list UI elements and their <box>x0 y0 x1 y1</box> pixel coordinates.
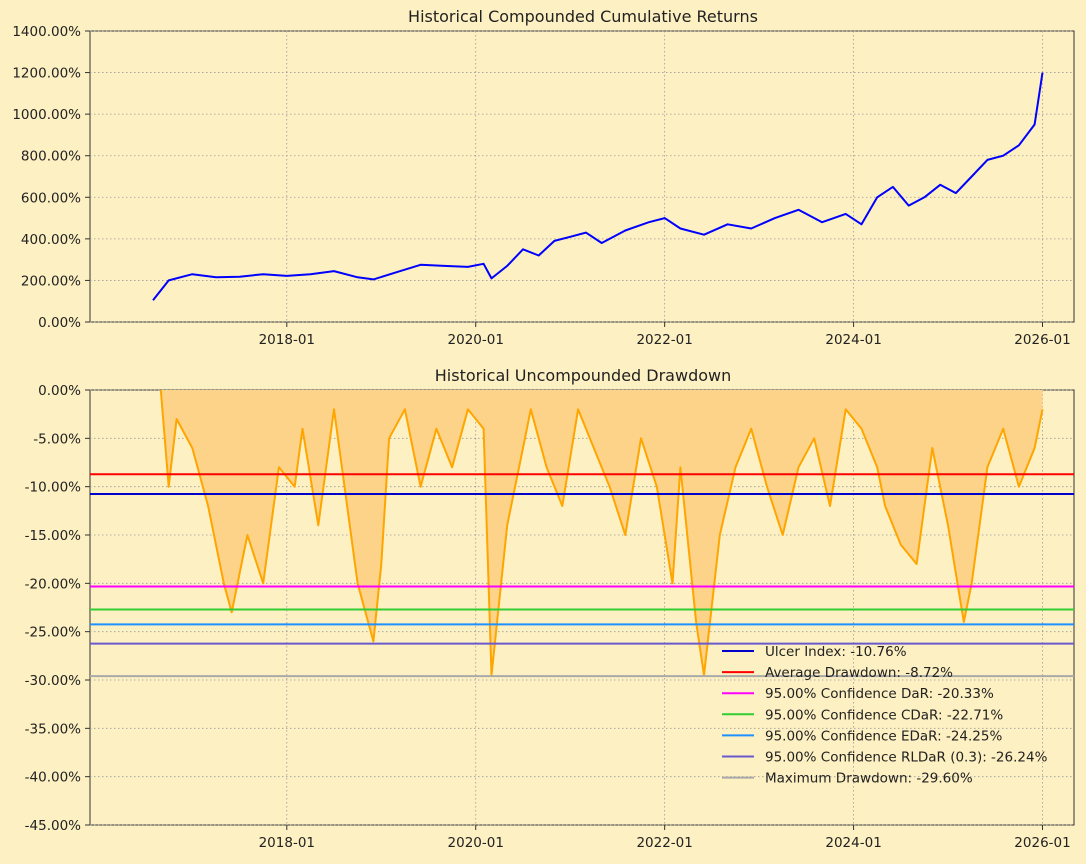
y-tick-label: 0.00% <box>38 383 81 399</box>
plot-area <box>89 30 1075 323</box>
legend-label: Maximum Drawdown: -29.60% <box>765 771 973 787</box>
drawdown-fill <box>160 390 1043 676</box>
y-tick-label: 1400.00% <box>12 24 81 40</box>
y-tick-label: 1200.00% <box>12 66 81 82</box>
legend: Ulcer Index: -10.76% Average Drawdown: -8… <box>722 644 1048 787</box>
drawdown-chart: Historical Uncompounded Drawdown 0.00% -5… <box>25 366 1075 851</box>
y-tick-label: -35.00% <box>25 721 82 737</box>
x-tick-label: 2026-01 <box>1014 332 1070 348</box>
y-tick-label: 1000.00% <box>12 107 81 123</box>
y-tick-label: -45.00% <box>25 818 82 834</box>
cumulative-returns-line <box>152 72 1044 301</box>
x-tick-label: 2022-01 <box>636 332 692 348</box>
y-tick-label: -30.00% <box>25 673 82 689</box>
x-tick-label: 2024-01 <box>825 332 881 348</box>
cumulative-returns-chart: Historical Compounded Cumulative Returns… <box>12 7 1075 348</box>
y-tick-label: -40.00% <box>25 770 82 786</box>
chart-title: Historical Uncompounded Drawdown <box>435 366 731 385</box>
y-tick-label: -25.00% <box>25 625 82 641</box>
legend-label: 95.00% Confidence CDaR: -22.71% <box>765 707 1003 723</box>
legend-label: 95.00% Confidence DaR: -20.33% <box>765 686 994 702</box>
y-tick-label: 800.00% <box>21 149 81 165</box>
x-tick-label: 2020-01 <box>448 835 504 851</box>
x-tick-label: 2018-01 <box>259 332 315 348</box>
y-tick-label: -15.00% <box>25 528 82 544</box>
legend-label: 95.00% Confidence EDaR: -24.25% <box>765 728 1002 744</box>
y-tick-label: -5.00% <box>33 431 81 447</box>
drawdown-line <box>159 389 1044 677</box>
y-tick-label: -20.00% <box>25 576 82 592</box>
y-tick-label: 0.00% <box>38 315 81 331</box>
y-tick-label: -10.00% <box>25 480 82 496</box>
x-tick-label: 2024-01 <box>825 835 881 851</box>
y-tick-label: 400.00% <box>21 232 81 248</box>
legend-label: 95.00% Confidence RLDaR (0.3): -26.24% <box>765 750 1048 766</box>
x-tick-label: 2018-01 <box>259 835 315 851</box>
x-tick-label: 2026-01 <box>1014 835 1070 851</box>
x-tick-label: 2022-01 <box>636 835 692 851</box>
chart-title: Historical Compounded Cumulative Returns <box>408 7 758 26</box>
legend-label: Ulcer Index: -10.76% <box>765 644 907 660</box>
legend-label: Average Drawdown: -8.72% <box>765 665 953 681</box>
y-tick-label: 200.00% <box>21 273 81 289</box>
y-tick-label: 600.00% <box>21 190 81 206</box>
x-tick-label: 2020-01 <box>448 332 504 348</box>
